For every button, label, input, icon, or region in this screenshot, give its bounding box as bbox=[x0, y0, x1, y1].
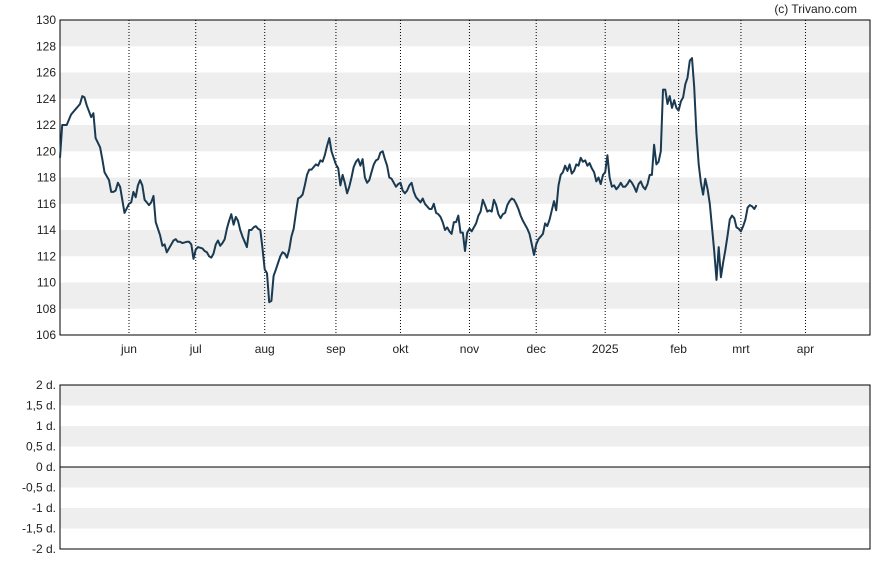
x-tick-label: dec bbox=[527, 342, 546, 356]
price-series-line bbox=[59, 57, 758, 304]
y-tick-label: -1,5 d. bbox=[22, 522, 56, 536]
grid-band bbox=[60, 508, 870, 529]
x-tick-label: aug bbox=[255, 342, 275, 356]
y-tick-label: 0 d. bbox=[36, 460, 56, 474]
y-tick-label: -0,5 d. bbox=[22, 481, 56, 495]
x-tick-label: mrt bbox=[732, 342, 750, 356]
grid-band bbox=[60, 467, 870, 488]
volume-chart: 2 d. 1,5 d. 1 d. 0,5 d. 0 d. -0,5 d. -1 d. -1,5… bbox=[22, 378, 871, 556]
y-tick-label: 1 d. bbox=[36, 419, 56, 433]
y-tick-label: 126 bbox=[36, 66, 56, 80]
grid-band bbox=[60, 177, 870, 204]
y-tick-label: 108 bbox=[36, 302, 56, 316]
grid-band bbox=[60, 125, 870, 152]
grid-band bbox=[60, 426, 870, 447]
grid-band bbox=[60, 20, 870, 47]
x-tick-label: jul bbox=[189, 342, 202, 356]
y-tick-label: 116 bbox=[37, 197, 56, 211]
price-line-chart: jun jul aug sep okt nov dec 2025 feb mrt apr 130 128… bbox=[36, 13, 871, 356]
y-tick-label: 112 bbox=[37, 249, 56, 263]
y-tick-label: 2 d. bbox=[36, 378, 56, 392]
x-tick-label: jun bbox=[120, 342, 137, 356]
y-tick-label: 122 bbox=[36, 118, 56, 132]
y-tick-label: 1,5 d. bbox=[26, 399, 56, 413]
y-tick-label: 118 bbox=[37, 171, 56, 185]
source-credit: (c) Trivano.com bbox=[774, 2, 857, 16]
plot-frame bbox=[59, 19, 871, 336]
y-tick-label: 110 bbox=[37, 276, 56, 290]
y-tick-label: 120 bbox=[36, 144, 56, 158]
x-tick-label: sep bbox=[326, 342, 346, 356]
y-tick-label: 130 bbox=[36, 13, 56, 27]
plot-frame bbox=[59, 384, 871, 550]
grid-band bbox=[60, 72, 870, 99]
y-tick-label: 0,5 d. bbox=[26, 440, 56, 454]
y-tick-label: 114 bbox=[37, 223, 56, 237]
y-tick-label: 124 bbox=[36, 92, 56, 106]
y-tick-label: 106 bbox=[36, 328, 56, 342]
grid-band bbox=[60, 282, 870, 309]
y-tick-label: -2 d. bbox=[32, 542, 56, 556]
x-tick-label: nov bbox=[460, 342, 479, 356]
x-tick-label: 2025 bbox=[592, 342, 619, 356]
x-tick-label: okt bbox=[392, 342, 409, 356]
grid-band bbox=[60, 385, 870, 406]
y-tick-label: -1 d. bbox=[32, 501, 56, 515]
x-tick-label: feb bbox=[670, 342, 687, 356]
y-tick-label: 128 bbox=[36, 39, 56, 53]
x-tick-label: apr bbox=[797, 342, 814, 356]
